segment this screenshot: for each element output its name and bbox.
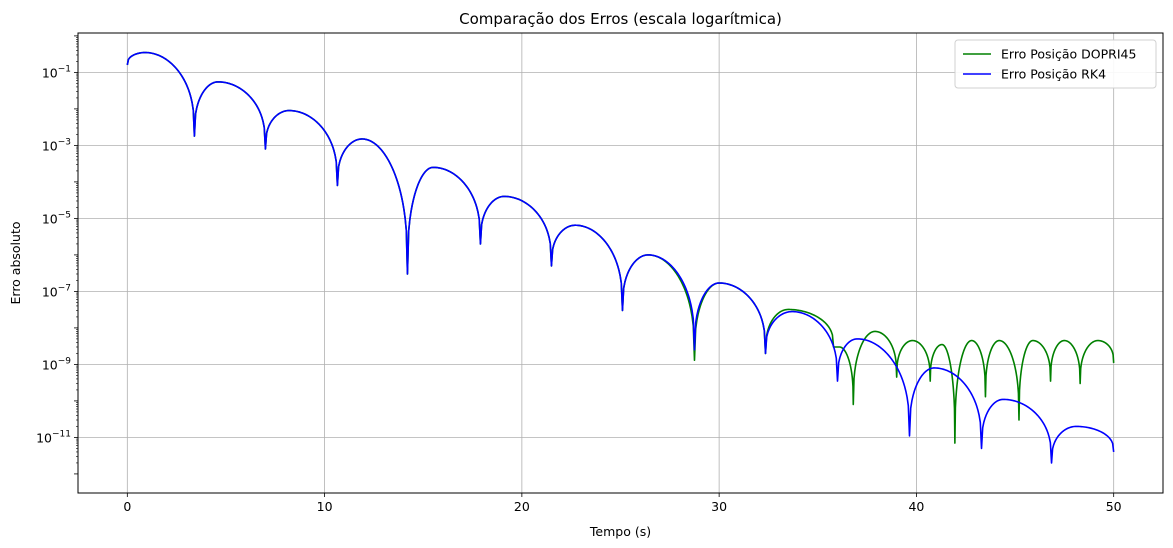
legend-label: Erro Posição RK4 [1001, 67, 1106, 82]
y-tick-label: 10−7 [42, 283, 71, 299]
y-tick-base: 10 [42, 284, 58, 299]
plot-area [126, 51, 1115, 464]
y-tick-label: 10−11 [36, 429, 71, 445]
x-tick-label: 10 [317, 499, 333, 514]
x-tick-label: 0 [123, 499, 131, 514]
x-tick-label: 50 [1106, 499, 1122, 514]
y-tick-base: 10 [42, 211, 58, 226]
y-tick-exponent: −5 [58, 210, 71, 220]
y-tick-base: 10 [36, 430, 52, 445]
legend: Erro Posição DOPRI45 Erro Posição RK4 [954, 39, 1157, 89]
y-tick-exponent: −11 [52, 429, 71, 439]
legend-box [954, 39, 1157, 89]
y-tick-label: 10−5 [42, 210, 71, 226]
y-tick-exponent: −3 [58, 137, 71, 147]
legend-label: Erro Posição DOPRI45 [1001, 47, 1136, 62]
x-tick-label: 30 [711, 499, 727, 514]
y-tick-label: 10−9 [42, 356, 71, 372]
series-line-1 [126, 51, 1115, 464]
x-axis-ticks: 0 10 20 30 40 50 [123, 493, 1122, 514]
y-axis-label: Erro absoluto [8, 221, 23, 304]
y-tick-label: 10−1 [42, 64, 71, 80]
y-tick-exponent: −1 [58, 64, 71, 74]
y-tick-label: 10−3 [42, 137, 71, 153]
y-tick-exponent: −9 [58, 356, 72, 366]
y-tick-base: 10 [42, 357, 58, 372]
chart-title: Comparação dos Erros (escala logarítmica… [459, 10, 782, 28]
x-tick-label: 20 [514, 499, 530, 514]
y-tick-exponent: −7 [58, 283, 71, 293]
y-tick-base: 10 [42, 65, 58, 80]
y-tick-base: 10 [42, 138, 58, 153]
x-tick-label: 40 [908, 499, 924, 514]
x-axis-label: Tempo (s) [589, 524, 651, 539]
